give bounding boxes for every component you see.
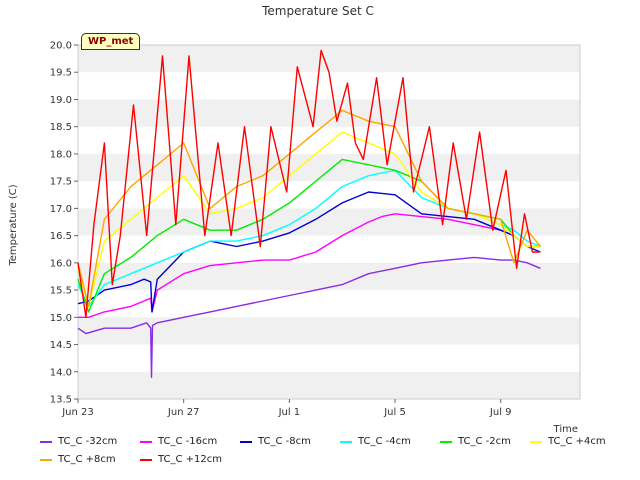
plot-frame	[77, 44, 581, 400]
grid-band	[78, 99, 580, 127]
legend-label: TC_C -8cm	[258, 436, 311, 447]
x-tick-label: Jun 23	[61, 407, 94, 418]
grid-band	[78, 371, 580, 399]
legend-item: TC_C -8cm	[240, 436, 311, 447]
x-axis-label: Time	[553, 424, 578, 435]
legend-label: TC_C -32cm	[58, 436, 118, 447]
legend-label: TC_C -4cm	[358, 436, 411, 447]
series-line-1	[77, 256, 541, 378]
y-tick-label: 15.0	[50, 313, 72, 324]
grid-band	[78, 45, 580, 73]
x-axis-ticks: Jun 23 Jun 27 Jul 1 Jul 5 Jul 9	[61, 399, 512, 418]
site-annotation-badge: WP_met	[81, 33, 141, 50]
y-tick-label: 20.0	[50, 41, 72, 52]
y-tick-label: 18.0	[50, 149, 72, 160]
legend-item: TC_C +8cm	[40, 454, 116, 465]
y-tick-label: 19.0	[50, 95, 72, 106]
legend-item: TC_C -4cm	[340, 436, 411, 447]
series-line-2	[78, 213, 541, 318]
y-tick-label: 17.5	[50, 177, 72, 188]
legend-item: TC_C -32cm	[40, 436, 117, 447]
grid-band	[78, 153, 580, 182]
y-tick-label: 13.5	[50, 395, 72, 406]
legend-swatch	[440, 440, 452, 443]
x-tick-label: Jul 9	[489, 407, 512, 418]
legend-swatch	[240, 440, 252, 443]
legend-label: TC_C -16cm	[158, 436, 218, 447]
y-tick-label: 16.0	[50, 258, 72, 269]
legend-label: TC_C -2cm	[458, 436, 511, 447]
series-line-8	[77, 49, 541, 318]
y-tick-label: 16.5	[50, 231, 72, 242]
y-tick-label: 18.5	[50, 122, 72, 133]
chart-title: Temperature Set C	[261, 4, 374, 18]
legend-swatch	[40, 440, 52, 443]
legend-swatch	[340, 440, 352, 443]
legend-swatch	[140, 440, 152, 443]
y-tick-label: 19.5	[50, 68, 72, 79]
legend-item: TC_C +12cm	[140, 454, 222, 465]
x-tick-label: Jun 27	[167, 407, 200, 418]
legend-label: TC_C +4cm	[548, 436, 606, 447]
series-lines	[77, 49, 541, 378]
x-tick-label: Jul 5	[383, 407, 406, 418]
grid-band	[78, 262, 580, 291]
y-tick-label: 14.5	[50, 340, 72, 351]
legend-item: TC_C -16cm	[140, 436, 217, 447]
x-tick-label: Jul 1	[278, 407, 301, 418]
series-line-3	[77, 191, 541, 313]
legend-swatch	[530, 440, 542, 443]
series-line-7	[77, 109, 541, 308]
y-axis-ticks: 13.5 14.0 14.5 15.0 15.5 16.0 16.5 17.0 17.5 18.0…	[50, 41, 78, 406]
legend-swatch	[140, 458, 152, 461]
grid-band	[78, 317, 580, 345]
legend-label: TC_C +8cm	[58, 454, 116, 465]
y-tick-label: 14.0	[50, 367, 72, 378]
legend-swatch	[40, 458, 52, 461]
y-tick-label: 17.0	[50, 204, 72, 215]
legend-item: TC_C -2cm	[440, 436, 511, 447]
y-axis-label: Temperature (C)	[8, 184, 19, 266]
legend-label: TC_C +12cm	[158, 454, 223, 465]
y-tick-label: 15.5	[50, 286, 72, 297]
legend-item: TC_C +4cm	[530, 436, 606, 447]
